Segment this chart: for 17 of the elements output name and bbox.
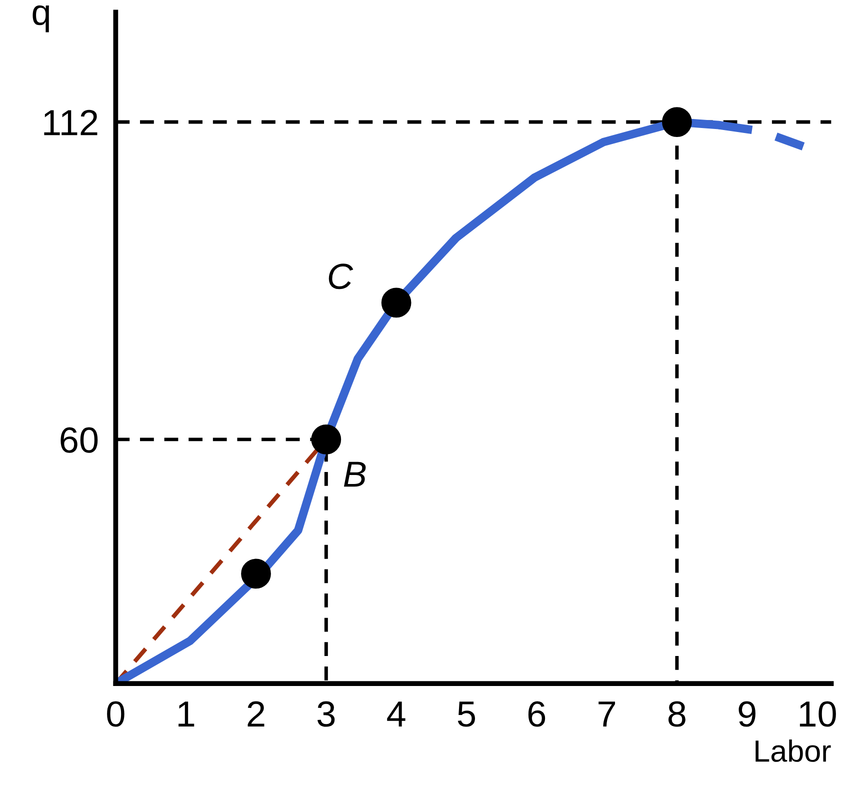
x-tick-label: 0 bbox=[107, 701, 124, 727]
y-tick-label: 60 bbox=[60, 427, 98, 453]
x-tick-label: 9 bbox=[738, 701, 756, 727]
x-tick-label: 8 bbox=[668, 701, 686, 727]
x-tick-label: 6 bbox=[528, 701, 546, 727]
x-tick-label: 7 bbox=[598, 702, 616, 726]
x-tick-label: 4 bbox=[387, 702, 406, 726]
x-tick-label: 2 bbox=[248, 701, 264, 726]
x-tick-label: 10 bbox=[800, 701, 836, 727]
x-tick-label: 5 bbox=[458, 702, 476, 727]
annotation: B bbox=[344, 462, 366, 487]
x-axis-title: Labor bbox=[756, 739, 831, 762]
x-tick-label: 1 bbox=[178, 702, 194, 726]
annotation: C bbox=[328, 264, 354, 290]
y-tick-label: 112 bbox=[44, 110, 98, 136]
y-axis-title: q bbox=[32, 5, 49, 32]
x-tick-label: 3 bbox=[318, 701, 335, 727]
